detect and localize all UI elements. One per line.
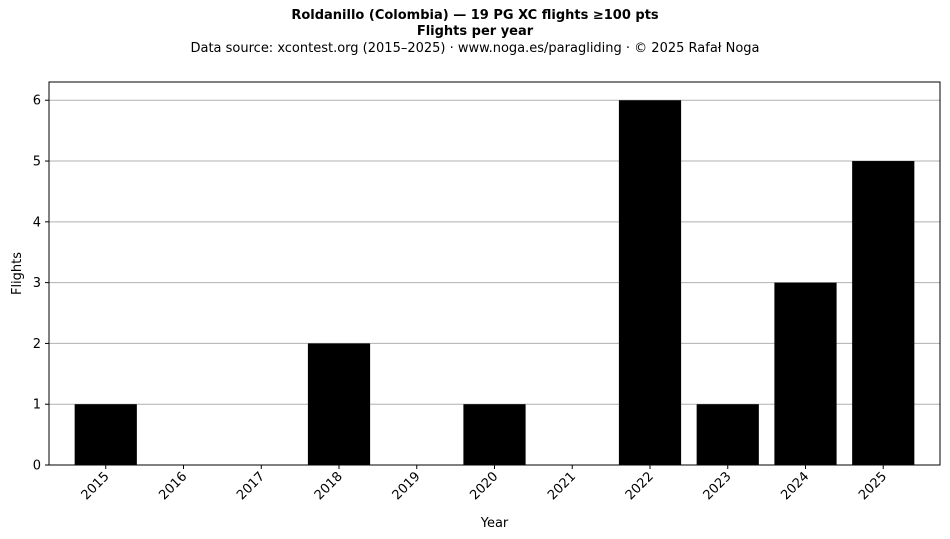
x-tick-label-2025: 2025: [856, 469, 890, 503]
x-tick-label-2024: 2024: [778, 469, 812, 503]
x-tick-label-2016: 2016: [156, 469, 190, 503]
y-tick-label-0: 0: [33, 459, 41, 474]
chart-title-block: Roldanillo (Colombia) — 19 PG XC flights…: [0, 8, 950, 57]
bars: [74, 100, 915, 466]
x-tick-label-2023: 2023: [701, 469, 735, 503]
x-axis-ticks: 2015 2016 2017 2018 2019 2020 2021 2022 2023 2024…: [79, 465, 890, 503]
bar-2018: [307, 343, 371, 465]
bar-2022: [618, 100, 682, 465]
chart-source-note: Data source: xcontest.org (2015–2025) · …: [190, 41, 760, 56]
y-tick-label-1: 1: [33, 398, 41, 413]
y-tick-label-2: 2: [33, 337, 41, 352]
y-tick-label-3: 3: [33, 276, 41, 291]
x-tick-label-2019: 2019: [390, 469, 424, 503]
bar-2023: [696, 404, 759, 465]
x-tick-label-2020: 2020: [467, 469, 501, 503]
y-tick-label-5: 5: [33, 155, 41, 170]
y-axis-label: Flights: [10, 252, 25, 295]
x-tick-label-2018: 2018: [312, 469, 346, 503]
x-tick-label-2017: 2017: [234, 469, 268, 503]
chart-subtitle: Flights per year: [416, 24, 534, 39]
x-tick-label-2015: 2015: [79, 469, 113, 503]
y-axis-ticks: 0 1 2 3 4 5 6: [33, 94, 49, 474]
x-tick-label-2021: 2021: [545, 469, 579, 503]
y-tick-label-6: 6: [33, 94, 41, 109]
bar-2025: [852, 161, 915, 466]
x-tick-label-2022: 2022: [623, 469, 657, 503]
x-axis-label: Year: [480, 516, 509, 531]
chart-title: Roldanillo (Colombia) — 19 PG XC flights…: [291, 8, 659, 23]
bar-2020: [463, 404, 526, 465]
bar-2015: [74, 404, 137, 465]
y-tick-label-4: 4: [33, 215, 41, 230]
bar-2024: [774, 282, 837, 465]
